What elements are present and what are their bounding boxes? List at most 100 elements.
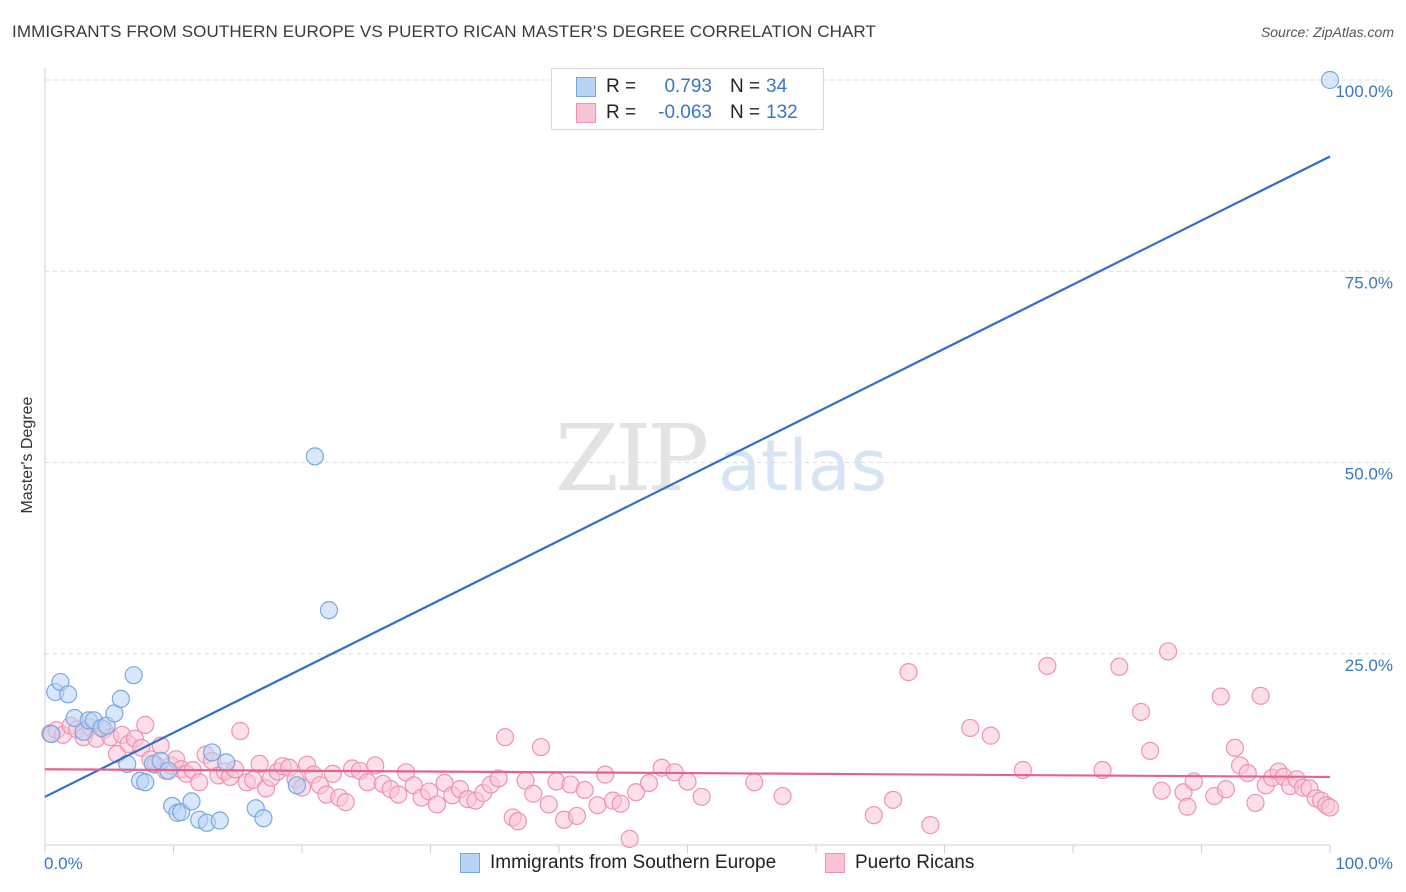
tick-labels: 25.0% 50.0% 75.0% 100.0% 0.0% 100.0%: [44, 82, 1393, 873]
data-point: [1140, 741, 1160, 761]
legend-swatch-blue: [576, 77, 596, 97]
data-point: [575, 780, 594, 800]
watermark: ZIP atlas: [555, 405, 887, 512]
data-point: [1038, 656, 1057, 676]
data-point: [287, 776, 306, 795]
watermark-zip: ZIP: [555, 405, 706, 512]
data-point: [1320, 798, 1340, 817]
data-point: [883, 790, 903, 809]
y-axis-label: Master's Degree: [19, 396, 36, 514]
data-point: [1110, 657, 1129, 676]
axes: [44, 68, 1331, 853]
legend-n-value: 132: [766, 102, 798, 123]
y-tick-label: 100.0%: [1335, 82, 1393, 101]
data-point: [217, 753, 236, 772]
data-point: [692, 787, 711, 806]
legend-swatch-pink: [576, 103, 596, 123]
x-tick-label: 0.0%: [44, 854, 83, 873]
data-point: [42, 724, 61, 744]
legend-r-label: R =: [606, 102, 637, 123]
source-label: Source: ZipAtlas.com: [1260, 24, 1394, 40]
data-point: [921, 816, 940, 835]
data-point: [1178, 797, 1197, 816]
watermark-atlas: atlas: [718, 425, 887, 507]
data-point: [1211, 687, 1230, 706]
data-point: [773, 786, 792, 806]
data-point: [1246, 793, 1265, 813]
data-point: [611, 794, 630, 813]
data-point: [864, 806, 883, 825]
legend-n-label: N =: [730, 102, 761, 123]
data-point: [336, 793, 355, 812]
data-point: [531, 737, 551, 757]
data-point: [319, 601, 339, 620]
legend-row-puerto-ricans: R = -0.063 N = 132: [576, 101, 798, 125]
y-tick-label: 50.0%: [1345, 465, 1393, 484]
legend-row-southern-europe: R = 0.793 N = 34: [576, 75, 787, 99]
data-point: [254, 809, 273, 828]
data-point: [639, 773, 659, 793]
series-legend-item-southern-europe[interactable]: Immigrants from Southern Europe: [460, 852, 776, 874]
data-point: [136, 715, 155, 734]
data-point: [250, 754, 269, 774]
x-tick-label: 100.0%: [1335, 854, 1393, 873]
data-point: [1184, 772, 1203, 791]
data-point: [626, 783, 646, 802]
series-swatch-pink: [825, 853, 845, 873]
data-point: [1132, 702, 1151, 721]
data-point: [1320, 70, 1340, 90]
chart-title: IMMIGRANTS FROM SOUTHERN EUROPE VS PUERT…: [12, 22, 876, 41]
legend-n-label: N =: [730, 76, 761, 97]
data-point: [524, 784, 543, 803]
stats-legend: R = 0.793 N = 34 R = -0.063 N = 132: [551, 68, 824, 130]
data-point: [1158, 642, 1178, 661]
trend-line: [44, 155, 1331, 798]
data-point: [210, 811, 229, 830]
legend-r-value: 0.793: [664, 76, 712, 97]
data-point: [111, 689, 130, 708]
series-swatch-blue: [460, 853, 480, 873]
series-legend: Immigrants from Southern Europe Puerto R…: [0, 852, 1406, 876]
data-point: [1216, 780, 1236, 799]
data-point: [305, 447, 324, 466]
data-point: [124, 666, 143, 685]
data-point: [136, 773, 155, 792]
data-point: [182, 792, 201, 811]
data-point: [358, 773, 377, 792]
data-point: [323, 764, 342, 783]
data-point: [59, 685, 78, 704]
data-point: [1251, 686, 1270, 705]
trend-lines: [44, 155, 1331, 798]
data-points: [41, 70, 1340, 848]
y-tick-label: 75.0%: [1345, 273, 1393, 292]
data-point: [1225, 738, 1245, 757]
legend-r-value: -0.063: [658, 102, 712, 123]
data-point: [366, 756, 385, 775]
grid-lines: [45, 79, 1390, 655]
legend-r-label: R =: [606, 76, 637, 97]
data-point: [1152, 781, 1171, 800]
data-point: [508, 812, 527, 831]
data-point: [745, 773, 764, 792]
data-point: [620, 829, 639, 848]
data-point: [596, 765, 615, 784]
data-point: [427, 795, 447, 814]
data-point: [981, 726, 1000, 745]
legend-n-value: 34: [766, 76, 788, 97]
data-point: [539, 795, 558, 814]
trend-line: [44, 768, 1331, 779]
data-point: [678, 772, 697, 791]
data-point: [389, 785, 408, 804]
data-point: [495, 728, 515, 747]
data-point: [1093, 760, 1112, 780]
data-point: [588, 796, 607, 815]
data-point: [1238, 763, 1257, 783]
data-point: [202, 743, 222, 762]
data-point: [489, 769, 508, 788]
data-point: [961, 718, 980, 738]
y-tick-label: 25.0%: [1345, 656, 1393, 675]
data-point: [899, 663, 918, 682]
series-legend-item-puerto-ricans[interactable]: Puerto Ricans: [825, 852, 974, 874]
series-legend-label: Puerto Ricans: [855, 852, 975, 873]
